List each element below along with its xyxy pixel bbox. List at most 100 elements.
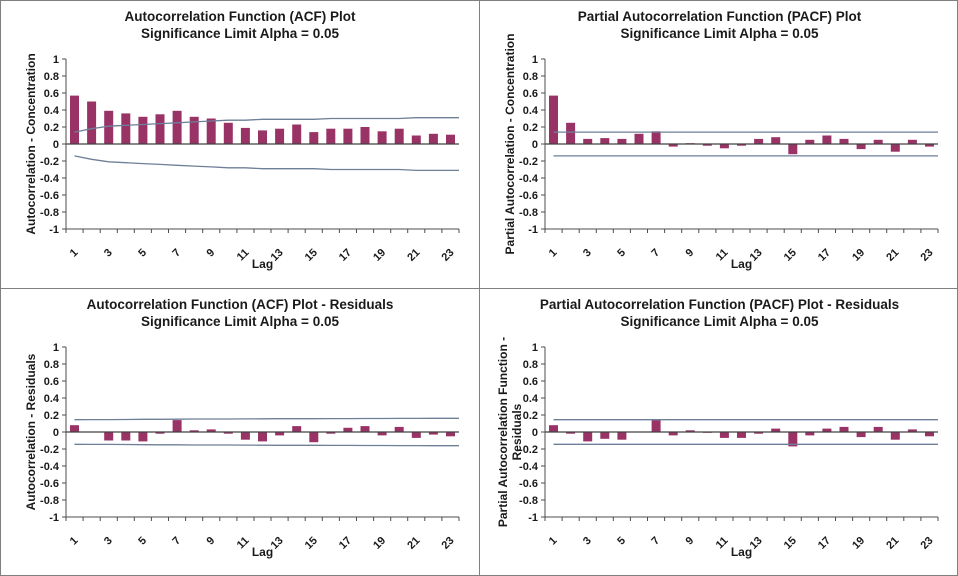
acf-bar: [87, 101, 97, 144]
acf-bar: [138, 116, 148, 144]
y-tick-label: 0.8: [44, 359, 59, 371]
acf-bar: [925, 432, 934, 437]
acf-bar: [292, 124, 302, 144]
acf-bar: [411, 432, 421, 438]
acf-bar: [326, 128, 336, 144]
significance-limit-lines: [74, 417, 459, 447]
y-tick-label: 0.2: [44, 410, 59, 422]
y-tick-label: -0.6: [519, 190, 538, 202]
y-tick-label: -0.8: [40, 207, 59, 219]
acf-bar: [805, 139, 815, 145]
acf-bar: [377, 432, 387, 436]
y-tick-label: -0.2: [519, 156, 538, 168]
acf-bar: [309, 132, 319, 144]
y-tick-label: -1: [528, 512, 538, 524]
y-tick-label: 0: [532, 427, 538, 439]
acf-concentration-panel: Autocorrelation Function (ACF) Plot Sign…: [1, 1, 480, 289]
acf-bar: [719, 432, 729, 438]
y-tick-label: -1: [528, 224, 538, 236]
acf-bar: [788, 144, 798, 155]
acf-bar: [873, 139, 883, 145]
acf-bar: [292, 426, 302, 432]
x-axis-label: Lag: [730, 257, 753, 271]
acf-bar: [668, 432, 678, 436]
acf-bar: [275, 432, 285, 436]
y-axis: 1 0.8 0.6 0.4 0.2 0 -0.2 -0.4 -0.6 -0.8 -1: [519, 342, 546, 524]
pacf-concentration-plot: 10.80.60.40.20-0.2-0.4-0.6-0.8-11 3 5 7 9 11 1…: [519, 54, 939, 264]
acf-bar: [206, 429, 216, 432]
significance-limit-lines: [74, 117, 459, 172]
acf-bar: [890, 432, 900, 440]
y-axis: 1 0.8 0.6 0.4 0.2 0 -0.2 -0.4 -0.6 -0.8 -1: [40, 54, 67, 236]
acf-bar: [343, 128, 353, 144]
y-tick-label: 0: [53, 139, 59, 151]
y-tick-label: 1: [53, 342, 59, 354]
acf-bar: [583, 432, 593, 442]
y-tick-label: -0.6: [519, 478, 538, 490]
acf-bar: [685, 430, 695, 432]
acf-bar: [70, 425, 79, 432]
acf-bar: [600, 432, 610, 439]
y-axis: 1 0.8 0.6 0.4 0.2 0 -0.2 -0.4 -0.6 -0.8 -1: [40, 342, 67, 524]
chart-subtitle: Significance Limit Alpha = 0.05: [620, 26, 819, 41]
acf-bar: [240, 432, 250, 440]
acf-bar: [651, 131, 661, 145]
acf-residuals-plot: 10.80.60.40.20-0.2-0.4-0.6-0.8-11 3 5 7 9 11 1…: [40, 342, 460, 552]
pacf-residuals-panel: Partial Autocorrelation Function (PACF) …: [480, 289, 957, 575]
acf-bar: [668, 144, 678, 147]
y-tick-label: 0.6: [44, 376, 59, 388]
y-tick-label: -0.4: [519, 173, 539, 185]
acf-bar: [155, 114, 165, 145]
y-tick-label: 0.8: [523, 71, 538, 83]
acf-bar: [719, 144, 729, 149]
acf-bar: [856, 144, 866, 150]
y-axis: 1 0.8 0.6 0.4 0.2 0 -0.2 -0.4 -0.6 -0.8 -1: [519, 54, 546, 236]
acf-residuals-panel: Autocorrelation Function (ACF) Plot - Re…: [1, 289, 480, 575]
acf-bar: [771, 428, 781, 432]
acf-bar: [600, 138, 610, 144]
acf-bar: [223, 122, 233, 145]
acf-bar: [839, 138, 849, 144]
x-axis-label: Lag: [730, 545, 753, 559]
bars: [549, 95, 934, 155]
x-axis-label: Lag: [251, 545, 274, 559]
significance-limit-lines: [553, 131, 938, 157]
y-tick-label: -0.2: [40, 156, 59, 168]
upper-significance-limit: [74, 117, 459, 133]
y-tick-label: -0.4: [40, 173, 60, 185]
acf-bar: [326, 432, 336, 434]
acf-bar: [754, 432, 764, 434]
acf-bar: [805, 432, 815, 436]
acf-bar: [172, 420, 182, 432]
y-tick-label: 0.4: [523, 105, 539, 117]
acf-bar: [70, 95, 79, 144]
y-tick-label: -0.4: [40, 461, 60, 473]
y-tick-label: -0.2: [519, 444, 538, 456]
y-tick-label: 0.8: [523, 359, 538, 371]
y-tick-label: 0.4: [44, 105, 60, 117]
acf-bar: [822, 428, 832, 432]
acf-bar: [771, 137, 781, 144]
bars: [70, 420, 455, 443]
y-tick-label: 0.4: [44, 393, 60, 405]
y-tick-label: 0.4: [523, 393, 539, 405]
y-tick-label: 0.6: [523, 376, 538, 388]
significance-limit-lines: [553, 419, 938, 445]
acf-bar: [549, 95, 558, 144]
y-tick-label: 0: [532, 139, 538, 151]
acf-bar: [754, 138, 764, 144]
chart-title: Autocorrelation Function (ACF) Plot: [124, 9, 356, 24]
acf-bar: [925, 144, 934, 147]
acf-bar: [189, 430, 199, 432]
acf-bar: [394, 128, 404, 144]
acf-bar: [873, 426, 883, 432]
acf-bar: [275, 128, 285, 144]
y-tick-label: -0.6: [40, 478, 59, 490]
pacf-residuals-plot: 10.80.60.40.20-0.2-0.4-0.6-0.8-11 3 5 7 9 11 1…: [519, 342, 939, 552]
lower-significance-limit: [74, 155, 459, 172]
acf-bar: [428, 133, 438, 144]
acf-bar: [343, 427, 353, 433]
y-tick-label: -0.4: [519, 461, 539, 473]
acf-bar: [172, 110, 182, 144]
upper-significance-limit: [74, 417, 459, 421]
